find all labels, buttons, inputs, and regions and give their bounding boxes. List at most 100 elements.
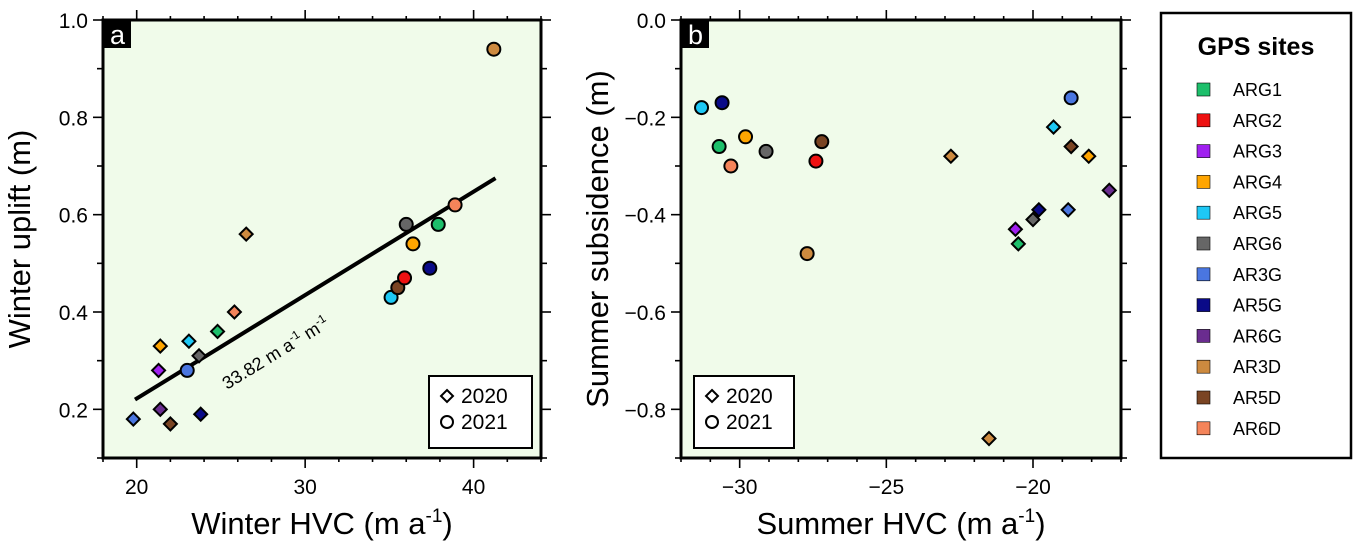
legend-swatch-ar3d [1196, 359, 1211, 374]
point-ar3d-2020 [981, 430, 997, 447]
x-tick-label-a: 40 [462, 476, 485, 499]
panel-label-box-a [104, 21, 131, 48]
panel-a-winter-chart: 20 30 40 0.2 0.4 0.6 0.8 1.0 Winter HVC (m a-1) W… [2, 10, 551, 541]
year-legend-label-a: 2021 [461, 411, 508, 434]
point-ar5g-2021 [714, 95, 730, 111]
point-arg4-2021 [738, 129, 754, 145]
year-legend-circle-a [440, 415, 454, 429]
point-arg2-2021 [808, 153, 824, 169]
legend-label-arg6: ARG6 [1233, 234, 1282, 254]
x-tick-label-a: 30 [293, 476, 316, 499]
point-ar3d-2021 [486, 41, 502, 57]
point-ar6d-2021 [447, 197, 463, 213]
point-ar6d-2020 [226, 304, 243, 320]
y-tick-label-b: −0.6 [625, 302, 666, 325]
legend-swatch-arg1 [1196, 82, 1211, 97]
legend-label-arg4: ARG4 [1233, 172, 1282, 192]
legend-label-arg1: ARG1 [1233, 80, 1282, 100]
y-tick-label-b: −0.8 [625, 399, 666, 422]
point-arg1-2020 [209, 323, 226, 340]
legend-label-ar3g: AR3G [1233, 265, 1282, 285]
x-tick-label-b: −25 [869, 476, 905, 499]
point-arg5-2020 [1045, 119, 1062, 135]
y-tick-label-a: 0.8 [59, 107, 88, 130]
panel-label-box-b [682, 21, 709, 48]
gps-sites-legend-items: ARG1 ARG2 ARG3 ARG4 ARG5 ARG6 AR3G AR5G AR6G AR3D… [1196, 80, 1282, 439]
point-arg1-2021 [430, 216, 446, 232]
point-ar5d-2020 [162, 416, 179, 432]
point-ar3d-2021 [799, 246, 815, 262]
point-ar6d-2021 [723, 158, 739, 174]
legend-label-ar6g: AR6G [1233, 326, 1282, 346]
y-tick-label-b: −0.2 [625, 107, 666, 130]
y-tick-label-b: 0.0 [637, 10, 666, 33]
point-arg6-2021 [758, 143, 774, 159]
y-tick-label-a: 1.0 [59, 10, 88, 33]
point-arg1-2020 [1010, 235, 1027, 252]
legend-label-ar3d: AR3D [1233, 357, 1281, 377]
legend-swatch-ar5g [1196, 298, 1211, 312]
legend-swatch-arg5 [1196, 205, 1211, 220]
gps-sites-legend-title: GPS sites [1198, 33, 1315, 61]
y-tick-label-a: 0.2 [59, 399, 88, 422]
point-ar3g-2020 [1060, 201, 1077, 218]
point-ar5g-2021 [422, 260, 438, 276]
point-arg4-2020 [1080, 148, 1097, 165]
x-tick-label-a: 20 [125, 476, 148, 499]
point-ar3g-2021 [179, 362, 195, 378]
legend-label-arg5: ARG5 [1233, 203, 1282, 223]
y-tick-label-a: 0.4 [59, 302, 89, 325]
point-arg6-2021 [398, 216, 414, 232]
legend-swatch-ar3g [1196, 267, 1211, 282]
year-legend-label-a: 2020 [461, 385, 508, 408]
point-ar3g-2020 [125, 411, 142, 427]
panel-label-a: a [110, 20, 126, 50]
y-tick-label-a: 0.6 [59, 205, 88, 228]
point-arg5-2020 [181, 333, 197, 350]
legend-label-arg3: ARG3 [1233, 142, 1282, 162]
year-legend-circle-b [705, 415, 719, 429]
legend-label-ar5g: AR5G [1233, 296, 1282, 316]
x-tick-label-b: −30 [722, 476, 758, 499]
legend-label-ar5d: AR5D [1233, 388, 1281, 408]
legend-swatch-arg4 [1196, 175, 1211, 189]
regression-line-a [133, 176, 497, 402]
point-arg5-2021 [694, 100, 710, 116]
legend-swatch-arg6 [1196, 236, 1211, 251]
y-axis-label-b: Summer subsidence (m) [580, 70, 615, 408]
point-arg1-2021 [711, 139, 727, 155]
point-arg4-2021 [405, 236, 421, 252]
point-arg6-2020 [191, 347, 207, 364]
legend-swatch-ar6d [1196, 421, 1211, 436]
gps-sites-legend: GPS sites ARG1ARG2ARG3ARG4ARG5ARG6AR3GAR… [1159, 11, 1353, 460]
panel-label-b: b [688, 20, 703, 50]
point-arg3-2020 [1007, 221, 1024, 238]
point-ar5g-2020 [192, 406, 209, 423]
legend-label-ar6d: AR6D [1233, 419, 1281, 439]
panel-b-summer-chart: −30 −25 −20 0.0 −0.2 −0.4 −0.6 −0.8 Summer HVC (… [580, 10, 1131, 541]
year-legend-diamond-b [704, 388, 720, 404]
plot-frame-b [679, 18, 1123, 460]
point-ar3d-2020 [238, 226, 255, 243]
gps-sites-legend-frame [1159, 11, 1353, 460]
x-axis-label-b: Summer HVC (m a-1) [756, 506, 1045, 541]
point-ar3g-2021 [1063, 90, 1079, 106]
year-legend-frame-a [428, 375, 533, 449]
year-legend-frame-b [693, 375, 795, 449]
point-arg4-2020 [152, 338, 169, 354]
year-legend-label-b: 2020 [726, 385, 773, 408]
x-tick-label-b: −20 [1015, 476, 1051, 499]
point-ar6g-2020 [1101, 182, 1118, 199]
plot-frame-a [101, 18, 543, 460]
legend-label-arg2: ARG2 [1233, 111, 1282, 131]
year-legend-diamond-a [439, 388, 455, 404]
point-arg6-2020 [1025, 211, 1041, 228]
point-ar6g-2020 [152, 401, 169, 418]
point-ar5d-2020 [1063, 138, 1080, 155]
legend-swatch-arg2 [1196, 113, 1211, 128]
legend-swatch-ar5d [1196, 390, 1211, 405]
point-arg3-2020 [150, 362, 167, 379]
year-legend-label-b: 2021 [726, 411, 773, 434]
x-axis-label-a: Winter HVC (m a-1) [191, 506, 452, 541]
